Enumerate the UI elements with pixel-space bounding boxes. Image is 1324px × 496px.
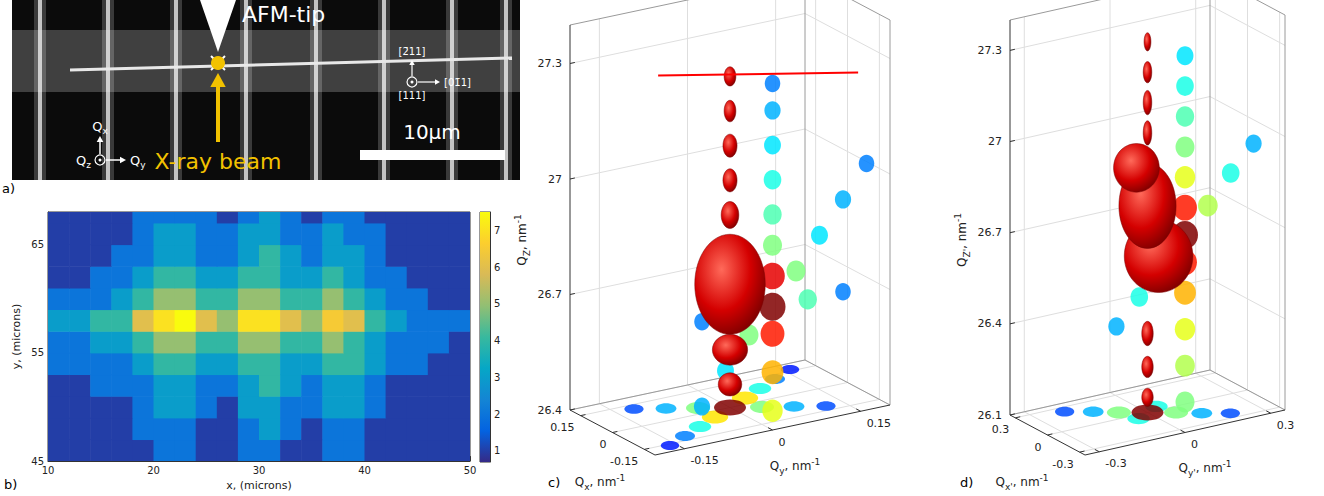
svg-text:0: 0 [600, 438, 607, 451]
svg-text:[2̄11]: [2̄11] [399, 46, 426, 57]
svg-text:x, (microns): x, (microns) [226, 479, 292, 492]
svg-text:20: 20 [147, 465, 160, 476]
svg-text:2: 2 [494, 409, 500, 420]
svg-text:Q: Q [995, 475, 1004, 489]
svg-text:b): b) [4, 477, 17, 492]
svg-text:[111]: [111] [399, 90, 426, 101]
svg-text:45: 45 [31, 455, 44, 467]
svg-text:c): c) [548, 475, 560, 490]
svg-text:Z: Z [521, 250, 532, 257]
svg-text:y: y [779, 465, 785, 476]
svg-text:-1: -1 [1040, 473, 1049, 483]
svg-text:0: 0 [779, 436, 786, 449]
svg-text:-0.3: -0.3 [1105, 457, 1126, 470]
svg-text:10: 10 [42, 465, 55, 476]
svg-text:1: 1 [494, 445, 500, 456]
svg-text:40: 40 [358, 465, 371, 476]
svg-text:26.1: 26.1 [978, 409, 1003, 422]
svg-text:Q: Q [130, 153, 140, 168]
svg-text:4: 4 [494, 335, 500, 346]
svg-text:y, (microns): y, (microns) [10, 304, 23, 370]
svg-text:26.4: 26.4 [538, 404, 563, 417]
svg-text:, nm: , nm [589, 475, 616, 489]
svg-text:0.3: 0.3 [1277, 419, 1295, 432]
svg-text:Q: Q [515, 256, 529, 265]
svg-text:-1: -1 [811, 457, 820, 467]
svg-text:65: 65 [31, 239, 44, 250]
svg-text:-1: -1 [513, 214, 523, 223]
svg-text:5: 5 [494, 298, 500, 309]
svg-text:AFM-tip: AFM-tip [242, 2, 325, 27]
svg-text:Q: Q [955, 258, 969, 267]
svg-text:0.15: 0.15 [550, 421, 575, 434]
svg-text:26.7: 26.7 [978, 226, 1003, 239]
svg-text:7: 7 [494, 225, 500, 236]
svg-text:z: z [86, 160, 91, 170]
svg-text:27: 27 [988, 135, 1002, 148]
svg-text:6: 6 [494, 262, 500, 273]
svg-text:Q: Q [575, 475, 584, 489]
svg-text:0: 0 [1035, 441, 1042, 454]
svg-text:30: 30 [253, 465, 266, 476]
svg-text:0.15: 0.15 [867, 417, 892, 430]
svg-text:y': y' [1188, 468, 1196, 478]
svg-text:Q: Q [1178, 461, 1187, 475]
svg-text:, nm: , nm [1013, 475, 1040, 489]
svg-text:y: y [140, 160, 146, 170]
svg-text:Z': Z' [962, 249, 972, 258]
svg-text:27.3: 27.3 [538, 57, 563, 70]
svg-text:x: x [584, 481, 590, 492]
svg-text:-0.3: -0.3 [1052, 458, 1073, 471]
svg-text:a): a) [2, 181, 15, 196]
svg-text:10μm: 10μm [403, 120, 461, 144]
svg-text:, nm: , nm [784, 459, 811, 473]
svg-text:27.3: 27.3 [978, 44, 1003, 57]
svg-text:-1: -1 [953, 213, 963, 222]
svg-text:, nm: , nm [1196, 461, 1223, 475]
svg-text:[01̄1]: [01̄1] [444, 77, 471, 88]
svg-text:, nm: , nm [955, 222, 969, 249]
svg-text:Q: Q [76, 153, 86, 168]
svg-text:Q: Q [770, 459, 779, 473]
svg-text:X-ray beam: X-ray beam [155, 149, 282, 174]
svg-text:26.4: 26.4 [978, 317, 1003, 330]
svg-text:-1: -1 [1223, 459, 1232, 469]
svg-text:0: 0 [1191, 438, 1198, 451]
svg-text:Q: Q [92, 119, 102, 134]
svg-text:0.3: 0.3 [992, 423, 1010, 436]
svg-text:, nm: , nm [515, 223, 529, 250]
svg-text:26.7: 26.7 [538, 288, 563, 301]
svg-text:-0.15: -0.15 [610, 455, 638, 468]
svg-text:x': x' [1005, 482, 1013, 492]
svg-text:x: x [102, 126, 108, 136]
svg-text:55: 55 [31, 347, 44, 358]
svg-text:d): d) [960, 475, 973, 490]
svg-text:-1: -1 [616, 473, 625, 483]
svg-text:27: 27 [548, 173, 562, 186]
svg-text:50: 50 [464, 465, 477, 476]
svg-text:3: 3 [494, 372, 500, 383]
svg-text:-0.15: -0.15 [690, 454, 718, 467]
